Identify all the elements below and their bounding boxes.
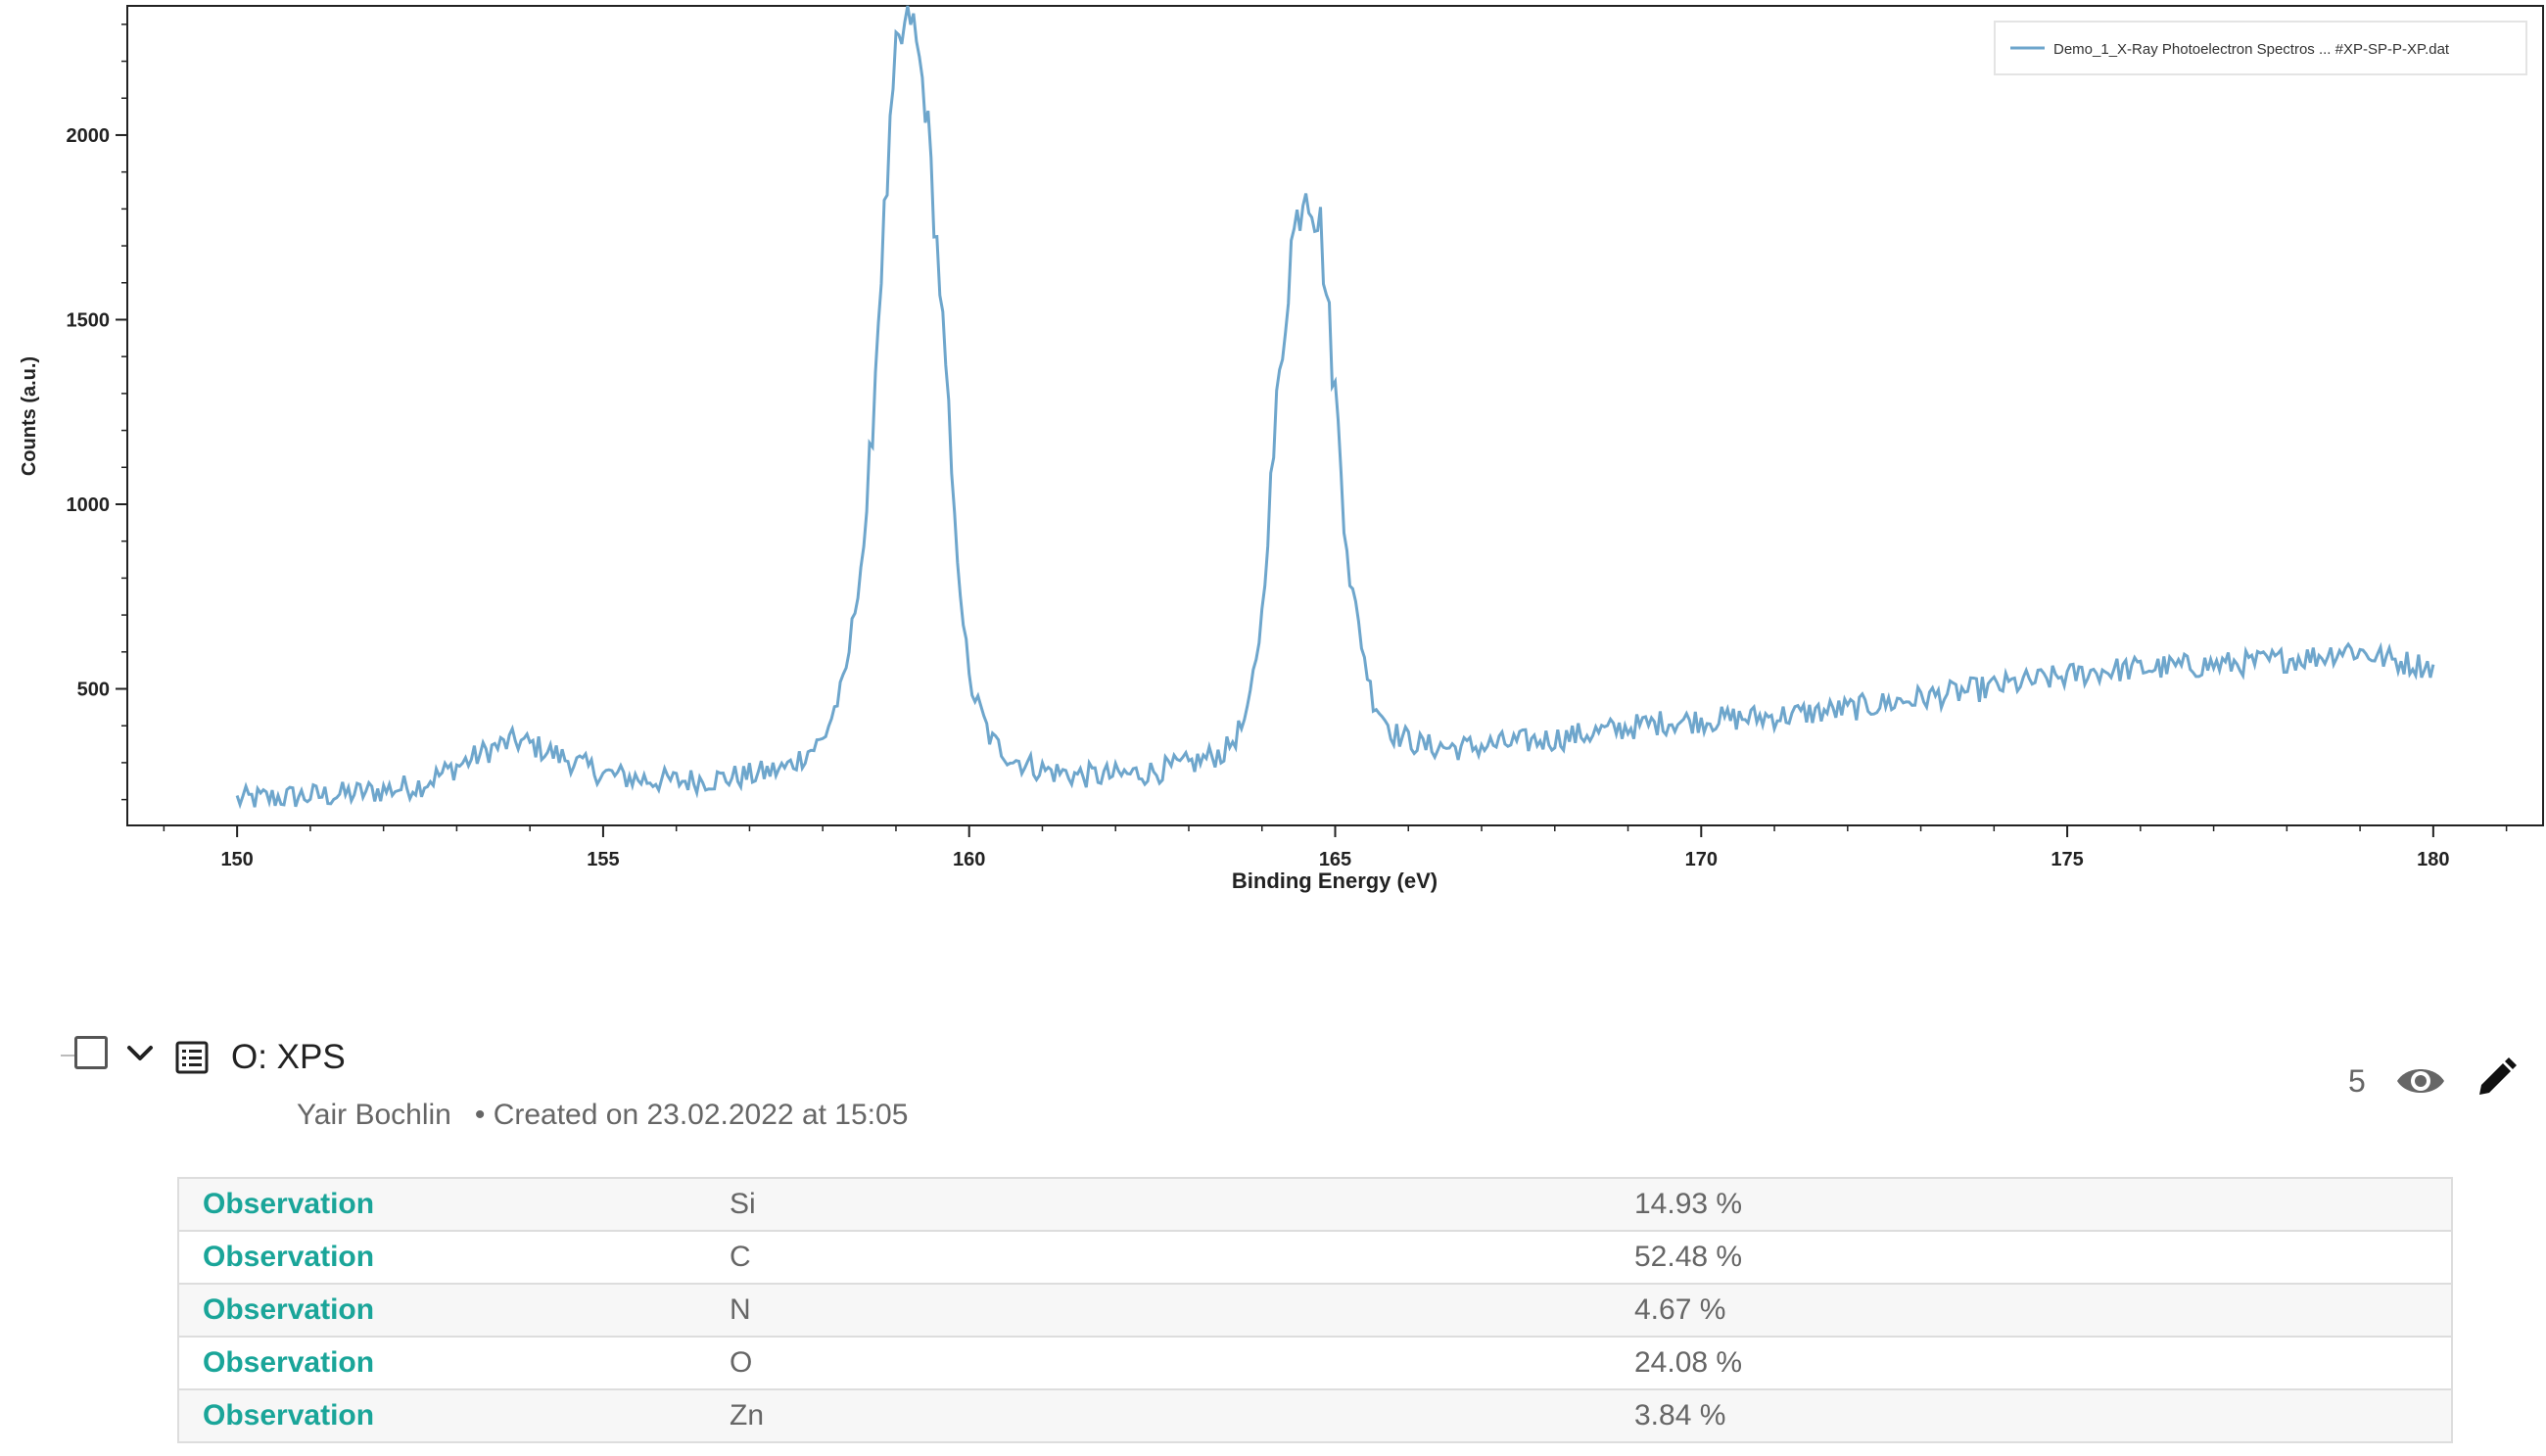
element-cell: C [706, 1230, 1611, 1284]
list-icon [175, 1041, 209, 1074]
element-cell: Zn [706, 1388, 1611, 1442]
plot-area [126, 5, 2544, 826]
table-row: Observation Zn 3.84 % [178, 1388, 2452, 1442]
element-cell: Si [706, 1177, 1611, 1231]
y-axis: 500 1000 1500 2000 [67, 23, 127, 801]
eye-icon[interactable] [2395, 1061, 2446, 1101]
table-row: Observation Si 14.93 % [178, 1177, 2452, 1231]
table-row: Observation C 52.48 % [178, 1230, 2452, 1284]
created-date: • Created on 23.02.2022 at 15:05 [474, 1099, 909, 1131]
entry-title[interactable]: O: XPS [231, 1038, 346, 1076]
x-axis-label: Binding Energy (eV) [1232, 869, 1438, 893]
table-row: Observation N 4.67 % [178, 1283, 2452, 1337]
x-tick-label: 150 [220, 849, 253, 870]
series-line [235, 5, 2435, 810]
value-cell: 24.08 % [1611, 1336, 2452, 1389]
observation-link[interactable]: Observation [178, 1388, 706, 1442]
tree-connector [61, 1055, 74, 1057]
xps-spectrum-chart: 500 1000 1500 2000 150 155 160 165 170 175 180 Bi… [19, 5, 2544, 893]
y-tick-label: 1000 [67, 494, 111, 516]
value-cell: 4.67 % [1611, 1283, 2452, 1337]
observations-table: Observation Si 14.93 % Observation C 52.… [177, 1177, 2453, 1443]
observation-link[interactable]: Observation [178, 1336, 706, 1389]
view-count: 5 [2348, 1063, 2366, 1099]
observation-link[interactable]: Observation [178, 1177, 706, 1231]
legend-entry: Demo_1_X-Ray Photoelectron Spectros ... … [2053, 41, 2450, 58]
x-tick-label: 170 [1685, 849, 1718, 870]
x-tick-label: 175 [2051, 849, 2083, 870]
entry-meta: Yair Bochlin • Created on 23.02.2022 at 1… [297, 1099, 908, 1132]
y-tick-label: 1500 [67, 309, 111, 331]
legend: Demo_1_X-Ray Photoelectron Spectros ... … [1994, 21, 2527, 75]
y-tick-label: 500 [77, 680, 110, 701]
table-row: Observation O 24.08 % [178, 1336, 2452, 1389]
value-cell: 14.93 % [1611, 1177, 2452, 1231]
element-cell: N [706, 1283, 1611, 1337]
pencil-icon[interactable] [2474, 1057, 2517, 1101]
x-tick-label: 180 [2417, 849, 2449, 870]
x-axis: 150 155 160 165 170 175 180 [163, 825, 2508, 870]
x-tick-label: 165 [1319, 849, 1351, 870]
observation-link[interactable]: Observation [178, 1230, 706, 1284]
value-cell: 3.84 % [1611, 1388, 2452, 1442]
chevron-down-icon[interactable] [123, 1036, 157, 1069]
element-cell: O [706, 1336, 1611, 1389]
observation-link[interactable]: Observation [178, 1283, 706, 1337]
author-name: Yair Bochlin [297, 1099, 451, 1131]
y-tick-label: 2000 [67, 125, 111, 147]
checkbox-icon[interactable] [74, 1036, 108, 1069]
value-cell: 52.48 % [1611, 1230, 2452, 1284]
y-axis-label: Counts (a.u.) [19, 356, 40, 476]
legend-box [1994, 21, 2527, 75]
x-tick-label: 155 [587, 849, 619, 870]
x-tick-label: 160 [953, 849, 985, 870]
